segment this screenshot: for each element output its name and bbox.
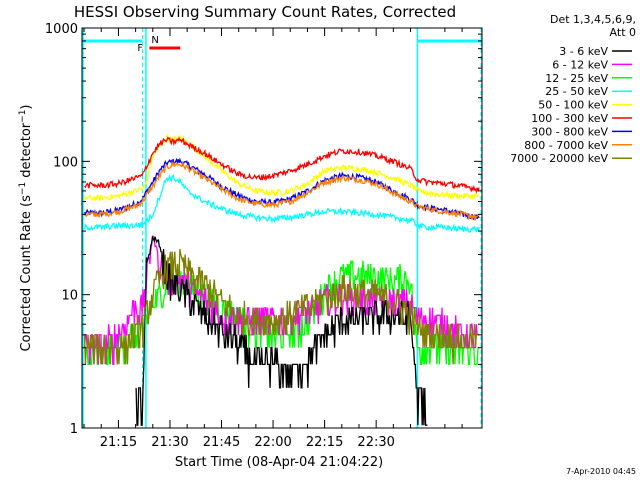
- plot-frame: [81, 27, 483, 429]
- x-tick-label: 22:15: [306, 435, 343, 450]
- legend-label: 7000 - 20000 keV: [510, 152, 608, 165]
- series-line-25-50-kev: [83, 173, 480, 233]
- x-tick-label: 21:45: [203, 435, 240, 450]
- legend-label: 50 - 100 keV: [538, 99, 608, 112]
- x-tick-label: 22:00: [254, 435, 291, 450]
- series-line-7000-20000-kev: [83, 248, 479, 365]
- series-line-800-7000-kev: [84, 160, 480, 222]
- legend-label: 25 - 50 keV: [545, 85, 608, 98]
- legend-label: 100 - 300 keV: [531, 112, 608, 125]
- series-group: [83, 133, 480, 426]
- axes: 21:15 21:30 21:45 22:00 22:15 22:30 1 10 100 1000: [45, 22, 482, 450]
- y-tick-label: 10: [61, 289, 78, 304]
- y-axis-label: Corrected Count Rate (s−1 detector−1): [18, 104, 34, 351]
- chart-title: HESSI Observing Summary Count Rates, Cor…: [74, 3, 456, 21]
- flag-bars: FN: [82, 28, 482, 428]
- y-tick-label: 100: [53, 155, 78, 170]
- x-axis-label: Start Time (08-Apr-04 21:04:22): [175, 455, 383, 470]
- series-line-50-100-kev: [83, 133, 480, 202]
- y-tick-label: 1: [70, 422, 78, 437]
- legend-label: 3 - 6 keV: [559, 45, 608, 58]
- x-tick-label: 21:30: [151, 435, 188, 450]
- footer-timestamp: 7-Apr-2010 04:45: [566, 467, 636, 476]
- legend-label: 800 - 7000 keV: [524, 139, 608, 152]
- flare-flag-label: F: [137, 43, 143, 54]
- legend-header-line-1: Det 1,3,4,5,6,9,: [550, 13, 636, 26]
- series-line-100-300-kev: [84, 136, 480, 194]
- y-tick-label: 1000: [45, 22, 78, 37]
- series-line-3-6-kev: [135, 234, 428, 426]
- legend-label: 12 - 25 keV: [545, 72, 608, 85]
- x-tick-label: 22:30: [357, 435, 394, 450]
- saa-flag-label: N: [151, 35, 158, 46]
- legend-header-line-2: Att 0: [610, 26, 636, 39]
- series-line-6-12-kev: [83, 235, 479, 366]
- x-tick-label: 21:15: [100, 435, 137, 450]
- legend-label: 300 - 800 keV: [531, 125, 608, 138]
- legend-label: 6 - 12 keV: [552, 58, 608, 71]
